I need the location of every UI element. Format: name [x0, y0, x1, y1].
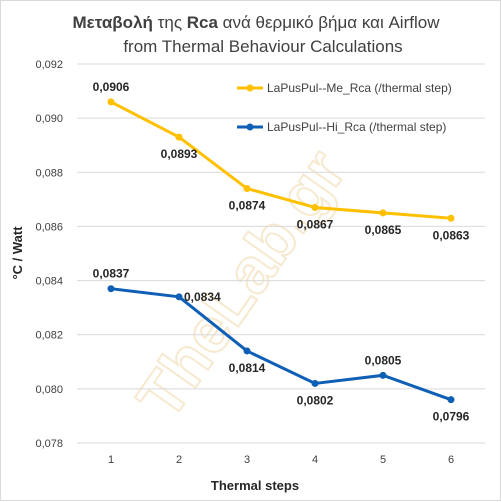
data-point[interactable]: [107, 285, 115, 293]
data-label: 0,0893: [161, 147, 198, 161]
title-bold-rca: Rca: [187, 13, 219, 32]
x-tick-label: 2: [176, 454, 182, 466]
y-tick-label: 0,080: [35, 384, 63, 396]
legend-marker-1: [246, 84, 254, 92]
data-label: 0,0837: [93, 267, 130, 281]
legend-label-1: LaPusPul--Me_Rca (/thermal step): [267, 81, 452, 95]
data-label: 0,0874: [229, 199, 266, 213]
legend-marker-2: [246, 123, 254, 131]
data-label: 0,0802: [297, 393, 334, 407]
watermark-text: TheLab.gr: [123, 137, 359, 432]
title-mid: της: [153, 13, 187, 32]
data-point[interactable]: [379, 371, 387, 379]
x-tick-label: 6: [448, 454, 454, 466]
y-tick-label: 0,088: [35, 167, 63, 179]
data-label: 0,0863: [433, 228, 470, 242]
data-label: 0,0834: [184, 290, 221, 304]
title-bold-word: Μεταβολή: [73, 13, 153, 32]
data-label: 0,0814: [229, 361, 266, 375]
y-tick-label: 0,086: [35, 221, 63, 233]
data-label: 0,0867: [297, 217, 334, 231]
data-point[interactable]: [311, 203, 319, 211]
chart-title-line-1: Μεταβολή της Rca ανά θερμικό βήμα και Ai…: [73, 13, 441, 32]
y-tick-label: 0,084: [35, 276, 63, 288]
y-axis-title: °C / Watt: [10, 226, 25, 280]
series-line-2: [110, 287, 452, 402]
chart-title-line-2: from Thermal Behaviour Calculations: [123, 37, 402, 56]
y-tick-label: 0,092: [35, 59, 63, 71]
y-tick-label: 0,078: [35, 438, 63, 450]
data-point[interactable]: [107, 98, 115, 106]
data-label: 0,0796: [433, 410, 470, 424]
x-tick-label: 1: [108, 454, 114, 466]
data-point[interactable]: [175, 293, 183, 301]
data-point[interactable]: [175, 133, 183, 141]
data-point[interactable]: [243, 185, 251, 193]
data-point[interactable]: [243, 347, 251, 355]
x-tick-label: 3: [244, 454, 250, 466]
data-point[interactable]: [447, 214, 455, 222]
data-label: 0,0805: [365, 353, 402, 367]
data-label: 0,0906: [93, 80, 130, 94]
data-point[interactable]: [379, 209, 387, 217]
x-tick-label: 4: [312, 454, 318, 466]
data-point[interactable]: [447, 396, 455, 404]
title-suffix: ανά θερμικό βήμα και Airflow: [218, 13, 440, 32]
data-label: 0,0865: [365, 223, 402, 237]
data-point[interactable]: [311, 379, 319, 387]
x-tick-label: 5: [380, 454, 386, 466]
series-line-1: [110, 100, 452, 220]
y-tick-label: 0,082: [35, 330, 63, 342]
y-tick-label: 0,090: [35, 113, 63, 125]
legend-label-2: LaPusPul--Hi_Rca (/thermal step): [267, 120, 446, 134]
x-axis-title: Thermal steps: [211, 478, 299, 493]
